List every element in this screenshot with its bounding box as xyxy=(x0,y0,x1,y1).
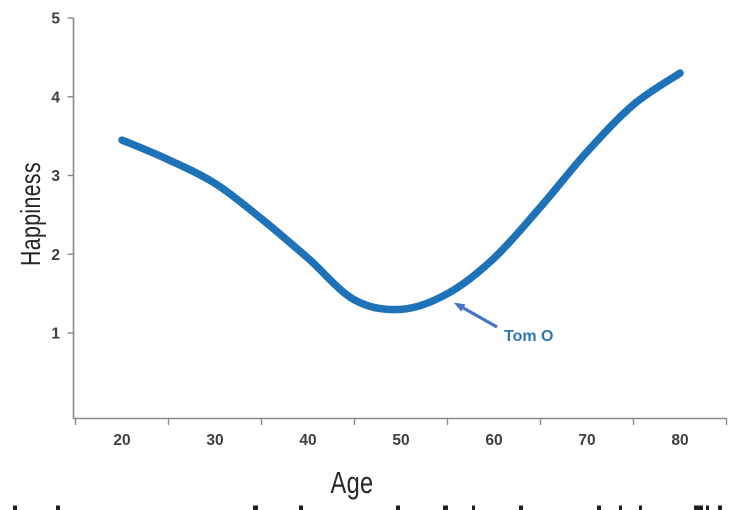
x-axis-title: Age xyxy=(330,465,373,500)
cropped-text-fragment xyxy=(472,505,475,510)
x-tick-label: 20 xyxy=(113,432,130,449)
y-tick-label: 3 xyxy=(51,168,60,185)
x-tick-label: 40 xyxy=(299,432,316,449)
cropped-text-fragment xyxy=(443,505,448,510)
cropped-text-fragment xyxy=(597,505,601,510)
x-tick-label: 60 xyxy=(485,432,502,449)
y-tick-label: 5 xyxy=(51,11,60,28)
arrow-shaft xyxy=(462,306,498,329)
x-tick-label: 50 xyxy=(392,432,409,449)
cropped-text-fragment xyxy=(253,505,258,510)
cropped-text-fragment xyxy=(718,505,722,510)
cropped-text-fragment xyxy=(13,505,17,510)
cropped-text-fragment xyxy=(619,505,622,510)
cropped-text-fragment xyxy=(299,505,303,510)
arrow-head xyxy=(453,302,466,312)
x-tick-label: 80 xyxy=(671,432,688,449)
cropped-text-fragment xyxy=(639,505,642,510)
x-tick-label: 30 xyxy=(206,432,223,449)
annotation-label: Tom O xyxy=(504,328,553,345)
cropped-text-fragment xyxy=(519,505,523,510)
happiness-curve xyxy=(118,69,684,314)
annotation-arrow xyxy=(453,302,498,329)
tick-marks xyxy=(67,17,728,425)
cropped-text-fragment xyxy=(706,505,709,510)
y-tick-label: 2 xyxy=(51,247,60,264)
cropped-text-fragment xyxy=(396,505,400,510)
cropped-bottom-text-line xyxy=(13,505,722,510)
y-tick-label: 1 xyxy=(51,326,60,343)
y-tick-label: 4 xyxy=(51,89,60,106)
cropped-text-fragment xyxy=(694,505,703,510)
cropped-text-fragment xyxy=(56,505,60,510)
x-tick-label: 70 xyxy=(578,432,595,449)
tick-labels: 1 2 3 4 5 20 30 40 50 60 70 80 xyxy=(51,11,688,450)
axes xyxy=(72,18,727,420)
y-axis-title: Happiness xyxy=(15,162,47,266)
